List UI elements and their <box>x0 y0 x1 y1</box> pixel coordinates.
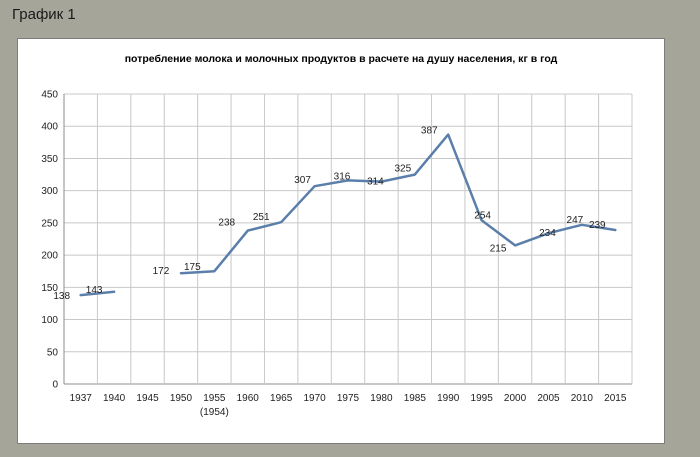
data-label: 172 <box>153 266 170 277</box>
x-axis-ticks: 1937 1940 1945 1950 1955 (1954) 1960 1965 1970 19… <box>70 393 627 418</box>
series-layer <box>79 133 617 297</box>
x-tick-label: 1965 <box>270 393 293 404</box>
x-tick-label: 1955 <box>203 393 226 404</box>
chart-frame: потребление молока и молочных продуктов … <box>17 38 665 444</box>
y-tick-label: 450 <box>41 90 58 101</box>
x-tick-label: 1980 <box>370 393 393 404</box>
x-tick-label: 1937 <box>70 393 93 404</box>
data-label: 138 <box>53 291 70 302</box>
x-tick-label: 1940 <box>103 393 126 404</box>
page-heading: График 1 <box>12 6 76 23</box>
data-label: 238 <box>218 218 235 229</box>
y-tick-label: 400 <box>41 122 58 133</box>
x-tick-label: 1985 <box>404 393 427 404</box>
data-label-layer: 138 143 172 175 238 251 307 316 314 325 387 254 215 2… <box>53 126 606 302</box>
series-line-segment <box>179 133 617 275</box>
x-tick-label: 1990 <box>437 393 460 404</box>
x-tick-label: 1960 <box>237 393 260 404</box>
x-tick-label: 2015 <box>604 393 627 404</box>
x-tick-label: 1945 <box>136 393 159 404</box>
x-tick-label: 1950 <box>170 393 193 404</box>
y-tick-label: 0 <box>52 380 58 391</box>
data-label: 387 <box>421 126 438 137</box>
data-label: 239 <box>589 220 606 231</box>
series-line-segment <box>79 290 116 297</box>
x-tick-sublabel: (1954) <box>200 407 229 418</box>
line-chart: потребление молока и молочных продуктов … <box>41 53 633 418</box>
data-label: 234 <box>539 228 556 239</box>
x-tick-label: 2005 <box>537 393 560 404</box>
x-tick-label: 1970 <box>303 393 326 404</box>
y-tick-label: 100 <box>41 315 58 326</box>
data-label: 143 <box>86 285 103 296</box>
y-tick-label: 150 <box>41 283 58 294</box>
data-label: 175 <box>184 262 201 273</box>
x-tick-label: 2010 <box>571 393 594 404</box>
x-tick-label: 1995 <box>471 393 494 404</box>
y-tick-label: 300 <box>41 186 58 197</box>
data-label: 314 <box>367 177 384 188</box>
data-label: 247 <box>567 215 584 226</box>
y-axis-ticks: 0 50 100 150 200 250 300 350 400 450 <box>41 90 58 391</box>
data-label: 251 <box>253 212 270 223</box>
x-tick-label: 1975 <box>337 393 360 404</box>
data-label: 316 <box>334 171 351 182</box>
chart-title: потребление молока и молочных продуктов … <box>125 53 558 65</box>
data-label: 215 <box>490 243 507 254</box>
y-tick-label: 250 <box>41 218 58 229</box>
y-tick-label: 200 <box>41 251 58 262</box>
y-tick-label: 50 <box>47 347 59 358</box>
data-label: 307 <box>294 175 311 186</box>
y-tick-label: 350 <box>41 154 58 165</box>
x-tick-label: 2000 <box>504 393 527 404</box>
data-label: 325 <box>394 164 411 175</box>
data-label: 254 <box>474 210 491 221</box>
